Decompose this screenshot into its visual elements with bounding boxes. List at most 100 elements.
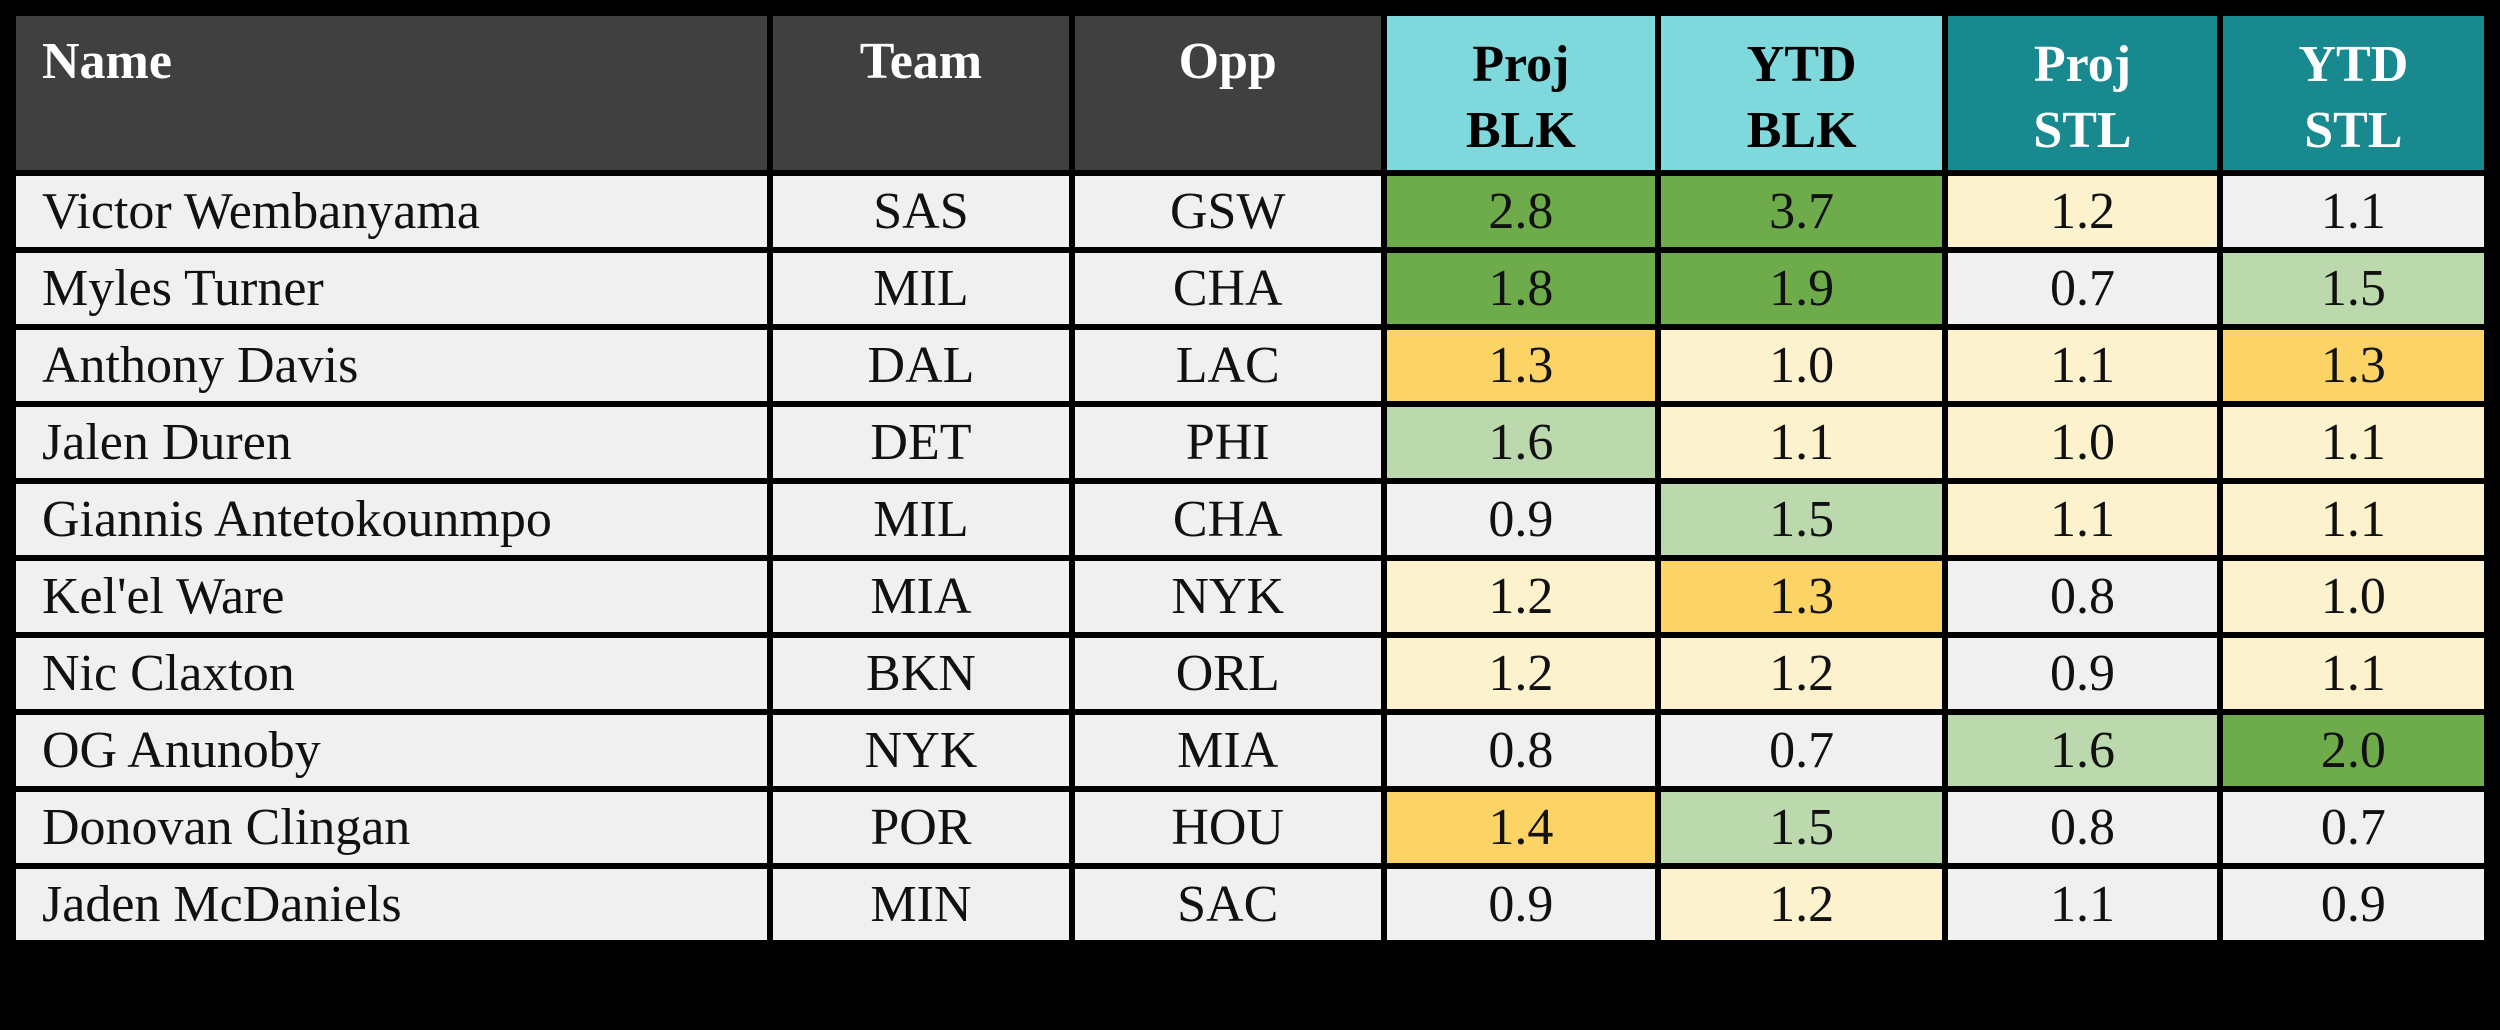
player-name-cell: Victor Wembanyama [9,170,774,253]
ytd-stl-cell: 2.0 [2216,709,2491,792]
player-row: Donovan Clingan POR HOU 1.4 1.5 0.8 0.7 [9,786,2491,869]
player-row: Jaden McDaniels MIN SAC 0.9 1.2 1.1 0.9 [9,863,2491,946]
player-row: Anthony Davis DAL LAC 1.3 1.0 1.1 1.3 [9,324,2491,407]
opp-cell: PHI [1068,401,1387,484]
player-name-cell: Kel'el Ware [9,555,774,638]
proj-stl-cell: 1.1 [1942,478,2223,561]
proj-blk-cell: 1.8 [1380,247,1662,330]
team-cell: MIA [767,555,1075,638]
player-name-cell: Anthony Davis [9,324,774,407]
column-header-label-line1: Proj [1472,36,1570,93]
proj-stl-cell: 1.1 [1942,324,2223,407]
proj-blk-cell: 2.8 [1380,170,1662,253]
player-name-cell: Jaden McDaniels [9,863,774,946]
opp-cell: LAC [1068,324,1387,407]
opp-cell: MIA [1068,709,1387,792]
ytd-blk-cell: 3.7 [1655,170,1949,253]
player-row: Nic Claxton BKN ORL 1.2 1.2 0.9 1.1 [9,632,2491,715]
column-header-label-line2: STL [2033,102,2132,159]
ytd-stl-cell: 1.1 [2216,478,2491,561]
player-name-cell: Myles Turner [9,247,774,330]
column-header-opp: Opp [1068,10,1387,176]
proj-stl-cell: 1.6 [1942,709,2223,792]
player-name-cell: Jalen Duren [9,401,774,484]
team-cell: MIL [767,247,1075,330]
ytd-blk-cell: 1.9 [1655,247,1949,330]
proj-stl-cell: 0.9 [1942,632,2223,715]
ytd-stl-cell: 1.5 [2216,247,2491,330]
column-header-team: Team [767,10,1075,176]
player-name-cell: Giannis Antetokounmpo [9,478,774,561]
team-cell: NYK [767,709,1075,792]
opp-cell: ORL [1068,632,1387,715]
opp-cell: CHA [1068,478,1387,561]
column-header-proj-blk: Proj BLK [1380,10,1662,176]
player-row: Jalen Duren DET PHI 1.6 1.1 1.0 1.1 [9,401,2491,484]
column-header-label: Opp [1178,33,1277,90]
ytd-blk-cell: 1.3 [1655,555,1949,638]
proj-blk-cell: 0.8 [1380,709,1662,792]
team-cell: MIL [767,478,1075,561]
proj-blk-cell: 1.6 [1380,401,1662,484]
ytd-stl-cell: 1.1 [2216,632,2491,715]
ytd-blk-cell: 0.7 [1655,709,1949,792]
player-row: Kel'el Ware MIA NYK 1.2 1.3 0.8 1.0 [9,555,2491,638]
column-header-label: Team [859,33,983,90]
opp-cell: NYK [1068,555,1387,638]
player-row: OG Anunoby NYK MIA 0.8 0.7 1.6 2.0 [9,709,2491,792]
table-body: Victor Wembanyama SAS GSW 2.8 3.7 1.2 1.… [9,170,2491,946]
column-header-ytd-blk: YTD BLK [1655,10,1949,176]
ytd-stl-cell: 0.7 [2216,786,2491,869]
column-header-label-line2: BLK [1465,102,1576,159]
ytd-blk-cell: 1.5 [1655,786,1949,869]
ytd-blk-cell: 1.2 [1655,632,1949,715]
proj-stl-cell: 0.7 [1942,247,2223,330]
proj-blk-cell: 0.9 [1380,863,1662,946]
ytd-blk-cell: 1.5 [1655,478,1949,561]
opp-cell: CHA [1068,247,1387,330]
column-header-label-line1: YTD [2298,36,2409,93]
column-header-label-line1: YTD [1746,36,1857,93]
column-header-label-line2: BLK [1746,102,1857,159]
column-header-ytd-stl: YTD STL [2216,10,2491,176]
ytd-stl-cell: 0.9 [2216,863,2491,946]
team-cell: SAS [767,170,1075,253]
opp-cell: GSW [1068,170,1387,253]
team-cell: DAL [767,324,1075,407]
player-row: Victor Wembanyama SAS GSW 2.8 3.7 1.2 1.… [9,170,2491,253]
proj-stl-cell: 1.1 [1942,863,2223,946]
player-row: Myles Turner MIL CHA 1.8 1.9 0.7 1.5 [9,247,2491,330]
player-stats-table: Name Team Opp Proj BLK YTD BLK Proj STL … [9,10,2491,946]
proj-stl-cell: 0.8 [1942,786,2223,869]
opp-cell: SAC [1068,863,1387,946]
team-cell: POR [767,786,1075,869]
proj-blk-cell: 1.4 [1380,786,1662,869]
header-row: Name Team Opp Proj BLK YTD BLK Proj STL … [9,10,2491,176]
proj-blk-cell: 1.3 [1380,324,1662,407]
column-header-label-line1: Proj [2033,36,2132,93]
ytd-stl-cell: 1.1 [2216,170,2491,253]
ytd-stl-cell: 1.3 [2216,324,2491,407]
ytd-stl-cell: 1.0 [2216,555,2491,638]
proj-stl-cell: 1.2 [1942,170,2223,253]
team-cell: MIN [767,863,1075,946]
ytd-blk-cell: 1.1 [1655,401,1949,484]
column-header-name: Name [9,10,774,176]
player-name-cell: Nic Claxton [9,632,774,715]
opp-cell: HOU [1068,786,1387,869]
team-cell: DET [767,401,1075,484]
column-header-label-line2: STL [2304,102,2403,159]
team-cell: BKN [767,632,1075,715]
player-name-cell: OG Anunoby [9,709,774,792]
proj-stl-cell: 1.0 [1942,401,2223,484]
player-row: Giannis Antetokounmpo MIL CHA 0.9 1.5 1.… [9,478,2491,561]
ytd-blk-cell: 1.2 [1655,863,1949,946]
proj-blk-cell: 1.2 [1380,555,1662,638]
proj-blk-cell: 1.2 [1380,632,1662,715]
proj-stl-cell: 0.8 [1942,555,2223,638]
column-header-proj-stl: Proj STL [1942,10,2223,176]
player-name-cell: Donovan Clingan [9,786,774,869]
ytd-blk-cell: 1.0 [1655,324,1949,407]
column-header-label: Name [42,33,172,90]
ytd-stl-cell: 1.1 [2216,401,2491,484]
